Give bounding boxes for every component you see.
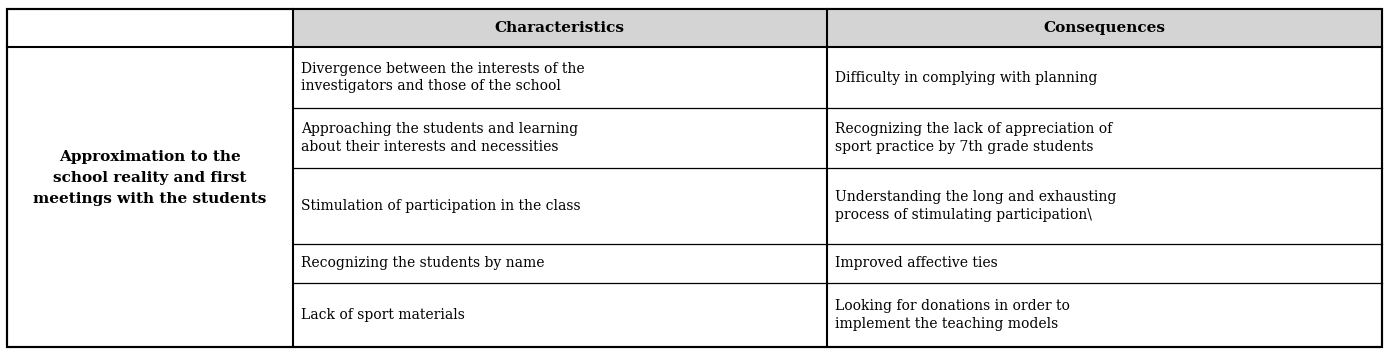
Text: Difficulty in complying with planning: Difficulty in complying with planning [835, 70, 1097, 85]
Text: Recognizing the lack of appreciation of
sport practice by 7th grade students: Recognizing the lack of appreciation of … [835, 122, 1113, 154]
Text: Recognizing the students by name: Recognizing the students by name [301, 256, 544, 271]
Text: Approximation to the
school reality and first
meetings with the students: Approximation to the school reality and … [33, 150, 267, 206]
Text: Looking for donations in order to
implement the teaching models: Looking for donations in order to implem… [835, 299, 1070, 331]
Bar [293, 9, 826, 47]
Text: Consequences: Consequences [1043, 21, 1165, 35]
Text: Approaching the students and learning
about their interests and necessities: Approaching the students and learning ab… [301, 122, 578, 154]
Text: Characteristics: Characteristics [494, 21, 625, 35]
Text: Stimulation of participation in the class: Stimulation of participation in the clas… [301, 199, 581, 213]
Text: Improved affective ties: Improved affective ties [835, 256, 997, 271]
Text: Understanding the long and exhausting
process of stimulating participation\: Understanding the long and exhausting pr… [835, 190, 1117, 222]
Text: Lack of sport materials: Lack of sport materials [301, 308, 465, 322]
Text: Divergence between the interests of the
investigators and those of the school: Divergence between the interests of the … [301, 62, 585, 94]
Bar [826, 9, 1382, 47]
